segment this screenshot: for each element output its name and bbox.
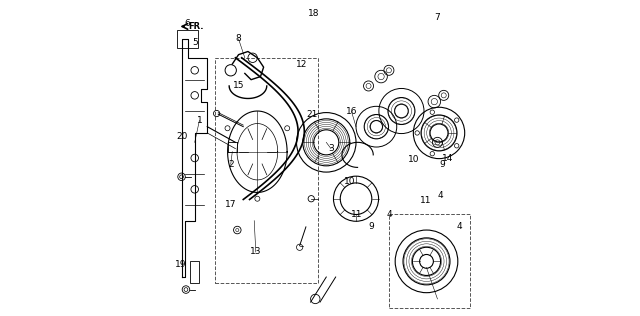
Text: FR.: FR.	[188, 22, 204, 31]
Text: 11: 11	[420, 196, 431, 205]
Text: 13: 13	[250, 247, 262, 257]
Text: 9: 9	[439, 160, 445, 169]
Text: 14: 14	[442, 154, 454, 162]
Text: 6: 6	[184, 19, 189, 28]
Text: 4: 4	[386, 210, 392, 219]
Text: 10: 10	[344, 177, 356, 186]
Text: 2: 2	[228, 160, 234, 169]
Text: 8: 8	[236, 34, 241, 44]
Text: 7: 7	[435, 13, 440, 21]
Text: 4: 4	[456, 222, 462, 231]
Text: 5: 5	[192, 38, 198, 46]
Text: 19: 19	[175, 260, 186, 269]
Text: 15: 15	[233, 82, 244, 90]
Text: 12: 12	[296, 59, 307, 69]
Text: 20: 20	[177, 131, 188, 141]
Text: 3: 3	[328, 144, 334, 153]
Text: 10: 10	[408, 155, 419, 164]
Text: 17: 17	[225, 200, 237, 210]
Text: 21: 21	[307, 110, 318, 118]
Text: 18: 18	[308, 9, 319, 18]
Text: 4: 4	[438, 191, 444, 200]
Text: 1: 1	[196, 116, 202, 125]
Text: 16: 16	[346, 106, 357, 116]
Text: 11: 11	[351, 210, 363, 219]
Text: 9: 9	[369, 222, 374, 231]
